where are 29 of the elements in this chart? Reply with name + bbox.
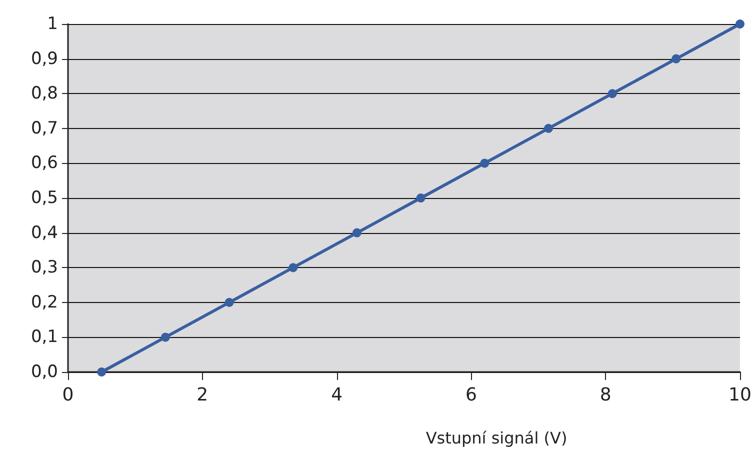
point (160, 332, 170, 342)
y-tick-label: 0,7 (30, 118, 58, 138)
x-tick-label: 8 (600, 384, 612, 406)
y-tick-label: 0,5 (30, 188, 58, 208)
x-tick-label: 2 (196, 384, 208, 406)
y-tick-label: 0,1 (30, 327, 58, 348)
x-axis-title: Vstupní signál (V) (426, 428, 568, 448)
x-tick-label: 10 (728, 384, 752, 406)
y-tick-label: 0,6 (30, 153, 58, 174)
y-tick-label: 0,0 (30, 362, 58, 382)
y-tick-label: 0,4 (30, 222, 58, 243)
point (416, 194, 426, 202)
y-tick-label: 0,2 (30, 292, 58, 312)
y-tick-label: 0,8 (30, 84, 58, 104)
x-tick-label: 6 (465, 384, 477, 406)
y-tick-label: 0,9 (30, 48, 58, 69)
point (672, 54, 681, 64)
point (352, 228, 362, 238)
point (608, 89, 617, 98)
point (544, 124, 553, 133)
point (736, 20, 744, 28)
x-tick-label: 4 (331, 384, 343, 406)
point (480, 158, 490, 168)
point (224, 298, 234, 307)
point (97, 368, 106, 376)
y-tick-label: 1 (47, 14, 58, 34)
point (288, 263, 298, 272)
y-tick-label: 0,3 (30, 258, 58, 278)
x-tick-label: 0 (62, 384, 74, 406)
